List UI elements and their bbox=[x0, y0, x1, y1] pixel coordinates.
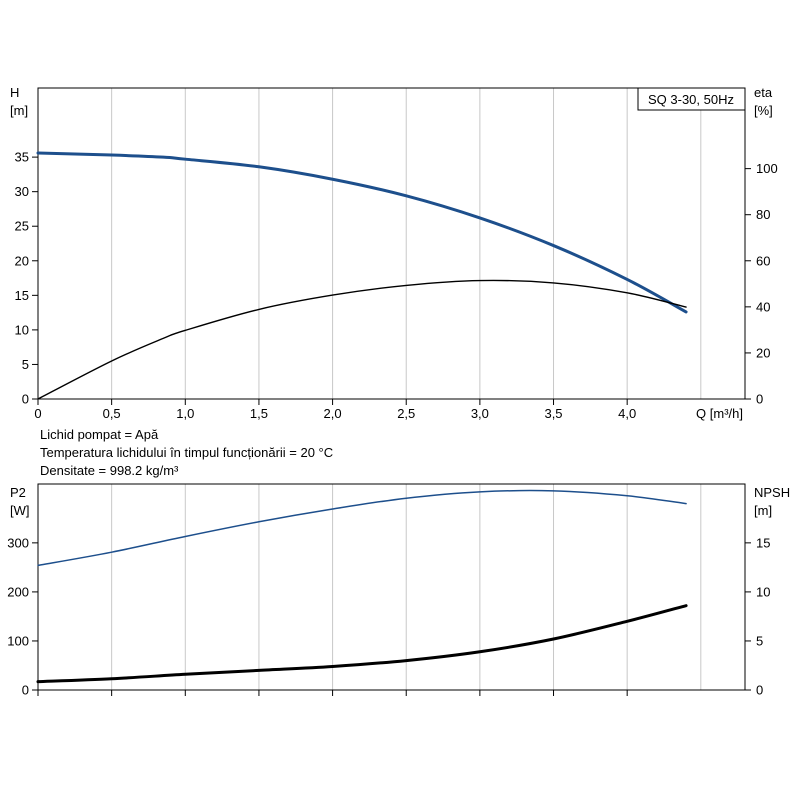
y-left-tick-label: 20 bbox=[15, 253, 29, 268]
y-right-axis-unit: [%] bbox=[754, 103, 773, 118]
plot-frame bbox=[37, 87, 746, 400]
x-tick-label: 3,5 bbox=[544, 406, 562, 421]
series-line-p2 bbox=[37, 489, 687, 567]
y-right-tick-label: 20 bbox=[756, 345, 770, 360]
fluid-info: Lichid pompat = Apă Temperatura lichidul… bbox=[40, 426, 333, 480]
y-right-axis-unit: [m] bbox=[754, 503, 772, 518]
y-left-tick-label: 0 bbox=[22, 683, 29, 698]
y-right-tick-label: 10 bbox=[756, 584, 770, 599]
y-left-tick-label: 5 bbox=[22, 357, 29, 372]
y-right-axis-label: NPSH bbox=[754, 485, 790, 500]
y-left-tick-label: 10 bbox=[15, 322, 29, 337]
y-left-tick-label: 100 bbox=[7, 633, 29, 648]
y-right-tick-label: 80 bbox=[756, 207, 770, 222]
fluid-info-line: Densitate = 998.2 kg/m³ bbox=[40, 463, 179, 478]
x-tick-label: 1,0 bbox=[176, 406, 194, 421]
x-tick-label: 2,0 bbox=[324, 406, 342, 421]
x-tick-label: 2,5 bbox=[397, 406, 415, 421]
series-line-eta bbox=[37, 279, 687, 400]
y-left-tick-label: 300 bbox=[7, 535, 29, 550]
y-right-tick-label: 40 bbox=[756, 299, 770, 314]
model-label-text: SQ 3-30, 50Hz bbox=[648, 92, 734, 107]
x-tick-label: 4,0 bbox=[618, 406, 636, 421]
x-tick-label: 1,5 bbox=[250, 406, 268, 421]
model-label-box bbox=[637, 87, 746, 111]
x-tick-label: 3,0 bbox=[471, 406, 489, 421]
y-right-tick-label: 0 bbox=[756, 392, 763, 407]
x-axis-label: Q [m³/h] bbox=[696, 406, 743, 421]
y-left-tick-label: 0 bbox=[22, 392, 29, 407]
fluid-info-line: Temperatura lichidului în timpul funcțio… bbox=[40, 445, 334, 460]
y-right-axis-label: eta bbox=[754, 85, 773, 100]
x-tick-label: 0 bbox=[34, 406, 41, 421]
y-left-tick-label: 15 bbox=[15, 288, 29, 303]
y-right-tick-label: 5 bbox=[756, 633, 763, 648]
model-label: SQ 3-30, 50Hz bbox=[637, 87, 746, 111]
y-left-axis-label: P2 bbox=[10, 485, 26, 500]
y-left-axis-unit: [m] bbox=[10, 103, 28, 118]
y-right-tick-label: 0 bbox=[756, 683, 763, 698]
y-left-axis-label: H bbox=[10, 85, 19, 100]
series-line-h bbox=[36, 151, 688, 314]
y-right-tick-label: 100 bbox=[756, 161, 778, 176]
y-left-tick-label: 30 bbox=[15, 184, 29, 199]
y-left-tick-label: 25 bbox=[15, 219, 29, 234]
plot-frame bbox=[37, 483, 746, 691]
y-left-tick-label: 200 bbox=[7, 584, 29, 599]
series-line-npsh bbox=[36, 604, 688, 684]
x-tick-label: 0,5 bbox=[103, 406, 121, 421]
y-right-tick-label: 15 bbox=[756, 535, 770, 550]
y-left-axis-unit: [W] bbox=[10, 503, 30, 518]
fluid-info-line: Lichid pompat = Apă bbox=[40, 427, 159, 442]
y-left-tick-label: 35 bbox=[15, 150, 29, 165]
y-right-tick-label: 60 bbox=[756, 253, 770, 268]
